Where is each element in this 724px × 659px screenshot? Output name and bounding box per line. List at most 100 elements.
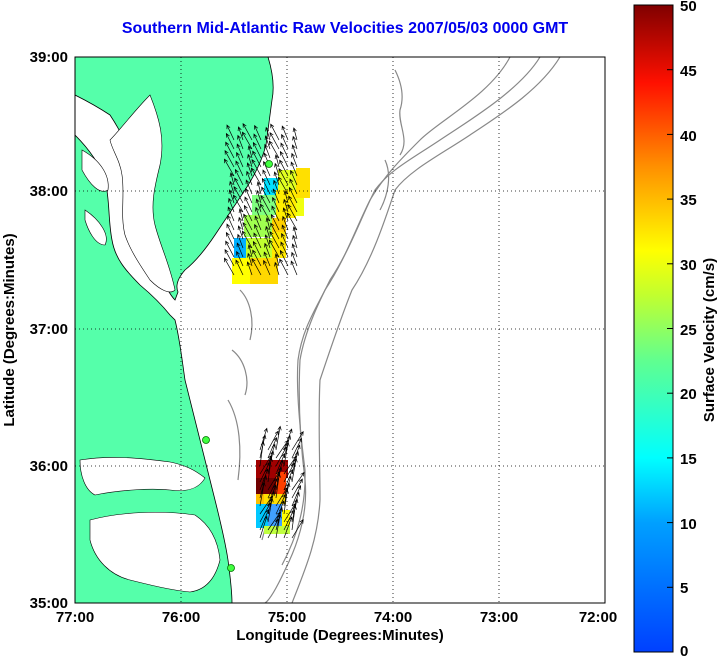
velocity-arrow (252, 141, 262, 159)
velocity-arrow (245, 187, 253, 204)
velocity-arrow (291, 451, 300, 475)
velocity-arrow (291, 519, 304, 539)
velocity-arrow (280, 142, 289, 159)
velocity-arrow (247, 153, 253, 168)
plot-frame (74, 56, 606, 604)
velocity-arrow (269, 131, 280, 150)
y-axis-label: Latitude (Degrees:Minutes) (1, 233, 18, 426)
velocity-arrow (236, 242, 244, 258)
velocity-arrow (255, 198, 262, 213)
colorbar: 50 45 40 35 30 25 20 15 10 5 0 Surface V… (633, 0, 718, 659)
velocity-arrow (281, 133, 289, 150)
velocity-arrow (270, 123, 280, 141)
velocity-arrow (287, 203, 298, 222)
velocity-arrow (279, 249, 289, 267)
velocity-arrow (242, 122, 253, 141)
station-middle-marker (202, 436, 210, 444)
velocity-arrow (264, 242, 271, 258)
velocity-arrow (273, 179, 280, 195)
velocity-arrow (273, 171, 280, 186)
velocity-arrow (283, 516, 293, 539)
velocity-arrow (242, 230, 253, 249)
velocity-arrow (291, 485, 302, 507)
velocity-arrow (224, 149, 235, 168)
velocity-arrow (259, 468, 269, 491)
velocity-arrow (278, 176, 289, 195)
velocity-arrow (272, 196, 280, 213)
velocity-vectors-north (224, 122, 298, 276)
velocity-arrow (267, 484, 277, 507)
colorbar-tick-label: 15 (680, 451, 697, 468)
velocity-arrow (275, 507, 284, 531)
velocity-arrow (228, 197, 235, 213)
velocity-arrow (267, 491, 276, 515)
velocity-arrow (236, 250, 244, 267)
velocity-arrow (261, 186, 271, 204)
velocity-arrow (269, 230, 280, 249)
colorbar-tick-label: 30 (680, 257, 697, 274)
grid-lines (75, 57, 605, 603)
velocity-arrow (270, 222, 280, 240)
velocity-arrow (292, 135, 298, 150)
velocity-arrow (261, 177, 271, 195)
velocity-arrow (238, 208, 244, 222)
colorbar-tick-label: 20 (680, 386, 697, 403)
velocity-arrow (235, 259, 244, 276)
velocity-arrow (275, 425, 282, 451)
velocity-arrow (264, 234, 271, 249)
station-south-marker (227, 564, 235, 572)
velocity-arrow (290, 260, 298, 276)
velocity-arrow (259, 475, 268, 499)
velocity-arrow (252, 150, 262, 168)
velocity-vectors-south (259, 425, 305, 539)
velocity-arrow (290, 169, 298, 186)
velocity-arrow (291, 444, 301, 467)
velocity-arrow (291, 152, 298, 168)
x-axis: 77:00 76:00 75:00 74:00 73:00 72:00 Long… (56, 609, 617, 644)
velocity-arrow (291, 144, 298, 159)
velocity-arrow (251, 257, 262, 276)
velocity-arrow (229, 180, 235, 195)
velocity-arrow (291, 431, 304, 451)
x-tick-label: 75:00 (268, 609, 306, 626)
velocity-arrow (282, 207, 289, 222)
x-tick-label: 73:00 (480, 609, 518, 626)
velocity-arrow (224, 248, 235, 267)
velocity-arrow (283, 462, 295, 483)
velocity-arrow (263, 251, 271, 267)
velocity-arrow (254, 223, 262, 240)
x-axis-label: Longitude (Degrees:Minutes) (236, 627, 444, 644)
colorbar-tick-label: 50 (680, 0, 697, 15)
velocity-arrow (274, 261, 280, 276)
velocity-arrow (283, 435, 292, 459)
velocity-arrow (227, 214, 235, 231)
velocity-arrow (237, 134, 244, 150)
velocity-arrow (275, 453, 286, 475)
velocity-arrow (228, 189, 235, 204)
colorbar-tick-label: 10 (680, 516, 697, 533)
velocity-arrow (264, 135, 271, 150)
velocity-arrow (234, 177, 244, 195)
velocity-arrow (280, 241, 289, 258)
velocity-arrow (267, 430, 279, 451)
velocity-arrow (274, 162, 280, 177)
velocity-arrow (265, 126, 271, 141)
velocity-arrow (283, 509, 294, 531)
x-tick-label: 76:00 (162, 609, 200, 626)
velocity-arrow (245, 179, 253, 195)
colorbar-label: Surface Velocity (cm/s) (701, 258, 718, 422)
velocity-arrow (246, 162, 253, 177)
velocity-arrow (247, 252, 253, 267)
velocity-arrow (252, 249, 262, 267)
velocity-arrow (254, 124, 262, 141)
velocity-arrow (270, 213, 280, 231)
velocity-arrow (259, 502, 271, 523)
velocity-arrow (281, 224, 289, 240)
x-tick-label: 77:00 (56, 609, 94, 626)
colorbar-scale (633, 4, 674, 653)
y-tick-label: 35:00 (30, 595, 68, 612)
velocity-arrow (254, 215, 262, 231)
velocity-arrow (267, 477, 278, 499)
colorbar-tick-label: 25 (680, 322, 697, 339)
